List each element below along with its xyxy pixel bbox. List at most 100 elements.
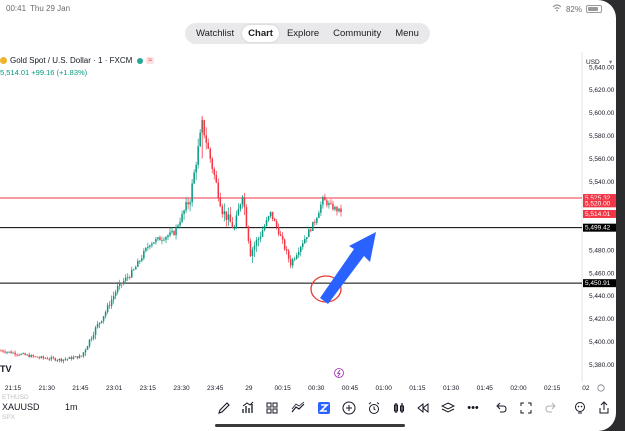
- indicators-icon[interactable]: [240, 400, 256, 416]
- candle: [326, 200, 328, 206]
- candle: [38, 357, 40, 359]
- candle: [24, 353, 26, 355]
- candle: [70, 357, 73, 359]
- more-icon[interactable]: •••: [467, 402, 479, 414]
- candle: [332, 203, 334, 210]
- undo-icon[interactable]: [493, 400, 509, 416]
- candle: [56, 360, 59, 361]
- trend-tools-icon[interactable]: [290, 400, 306, 416]
- candle: [195, 164, 197, 173]
- candle: [203, 120, 205, 136]
- candle: [141, 258, 143, 261]
- symbol-legend[interactable]: Gold Spot / U.S. Dollar · 1 · FXCM ≈: [0, 56, 155, 65]
- add-icon[interactable]: [341, 400, 357, 416]
- candle: [205, 135, 207, 143]
- status-right: 82%: [552, 4, 602, 14]
- alarm-icon[interactable]: [366, 400, 382, 416]
- candle: [44, 357, 47, 359]
- candle: [304, 239, 306, 244]
- candle: [249, 240, 252, 257]
- candle: [299, 246, 302, 252]
- candle: [308, 229, 310, 238]
- tab-watchlist[interactable]: Watchlist: [195, 28, 235, 39]
- replay-bars-icon[interactable]: [391, 400, 407, 416]
- y-tick-label: 5,400.00: [589, 339, 615, 346]
- y-tick-label: 5,600.00: [589, 110, 615, 117]
- candle: [108, 305, 111, 307]
- candle: [80, 355, 83, 357]
- candle: [139, 260, 141, 262]
- candle: [287, 250, 290, 259]
- candle: [209, 148, 211, 159]
- price-summary: 5,514.01 +99.16 (+1.83%): [0, 68, 87, 77]
- candle: [151, 243, 153, 246]
- smart-tools-icon[interactable]: [572, 400, 588, 416]
- candle: [213, 168, 216, 175]
- price-axis-tag: [583, 209, 616, 218]
- candle: [58, 358, 61, 361]
- candle: [320, 204, 322, 213]
- tab-community[interactable]: Community: [333, 28, 382, 39]
- tab-explore[interactable]: Explore: [286, 28, 320, 39]
- candle: [207, 142, 209, 149]
- x-tick-label: 21:15: [5, 385, 22, 392]
- x-tick-label: 23:01: [106, 385, 123, 392]
- candle: [26, 354, 28, 356]
- candle: [20, 353, 22, 355]
- candle: [173, 231, 175, 236]
- currency-dropdown-icon[interactable]: ▾: [609, 59, 613, 66]
- tab-chart[interactable]: Chart: [242, 25, 279, 42]
- candle: [110, 299, 113, 306]
- candle: [237, 209, 240, 216]
- candle: [54, 358, 57, 361]
- candle: [267, 216, 270, 221]
- layout-grid-icon[interactable]: [264, 400, 280, 416]
- candle: [261, 230, 264, 237]
- x-tick-label: 01:00: [376, 385, 393, 392]
- y-tick-label: 5,640.00: [589, 64, 615, 71]
- candle: [161, 240, 163, 241]
- x-tick-label: 29: [245, 385, 253, 392]
- timeframe-button[interactable]: 1m: [65, 402, 78, 412]
- candle: [336, 207, 338, 212]
- candle: [324, 196, 326, 201]
- y-tick-label: 5,580.00: [589, 133, 615, 140]
- candle: [42, 356, 45, 358]
- currency-label: USD: [586, 59, 600, 66]
- line-price-tag: [583, 223, 616, 232]
- symbol-button[interactable]: XAUUSD: [2, 402, 40, 412]
- layers-icon[interactable]: [440, 400, 456, 416]
- tab-menu[interactable]: Menu: [395, 28, 419, 39]
- candle: [90, 338, 93, 340]
- share-icon[interactable]: [596, 400, 612, 416]
- pencil-icon[interactable]: [216, 400, 232, 416]
- candle: [131, 269, 133, 278]
- candle: [273, 219, 276, 222]
- candle: [10, 351, 12, 354]
- alert-marker-icon[interactable]: [334, 368, 344, 378]
- candle: [86, 346, 89, 350]
- candle: [6, 351, 8, 353]
- redo-icon[interactable]: [543, 400, 559, 416]
- rewind-icon[interactable]: [415, 400, 431, 416]
- candle: [4, 351, 6, 353]
- candle: [265, 220, 268, 226]
- candle: [46, 358, 49, 360]
- candle: [74, 356, 77, 358]
- candle: [314, 221, 316, 223]
- replay-logo-icon[interactable]: [316, 400, 332, 416]
- last-price: 5,514.01: [0, 68, 30, 77]
- delayed-data-icon: ≈: [146, 57, 155, 64]
- candle: [191, 183, 193, 203]
- fullscreen-icon[interactable]: [518, 400, 534, 416]
- wifi-icon: [552, 4, 562, 14]
- x-tick-label: 00:15: [274, 385, 291, 392]
- candle: [72, 357, 75, 359]
- annotation-arrow[interactable]: [320, 232, 376, 304]
- candle: [122, 280, 125, 284]
- battery-percent: 82%: [565, 4, 582, 14]
- candle: [269, 211, 272, 217]
- candle: [243, 197, 246, 208]
- axis-settings-icon[interactable]: [597, 384, 605, 392]
